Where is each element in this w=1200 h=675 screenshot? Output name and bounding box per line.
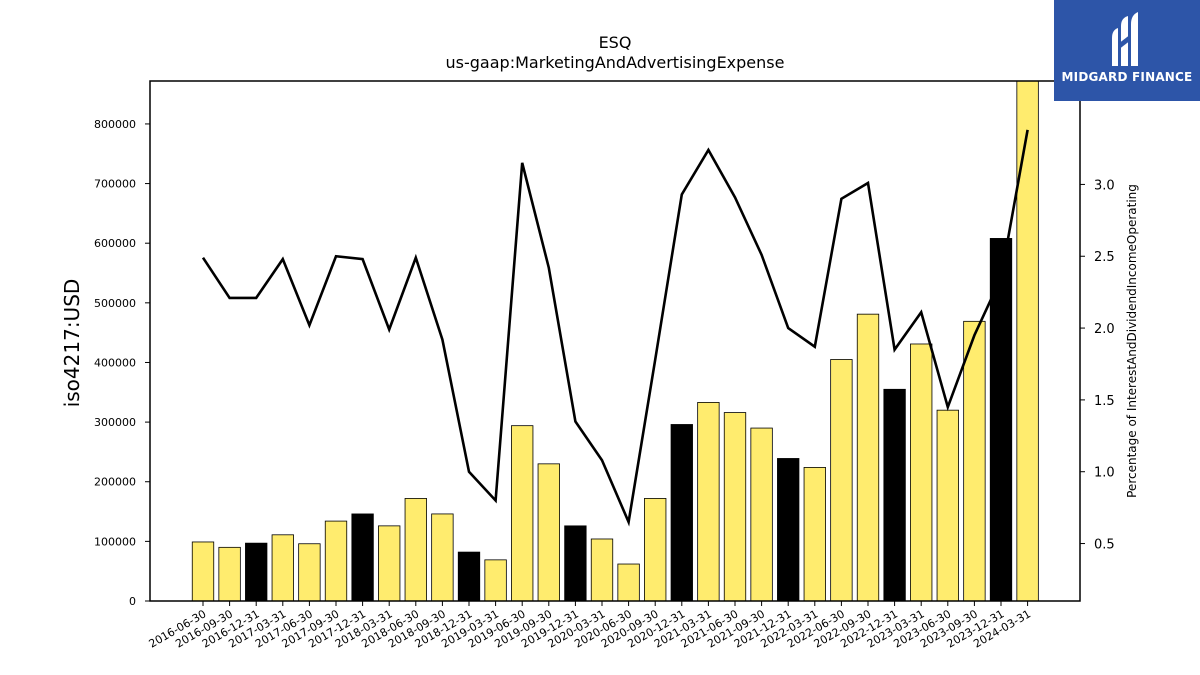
bar-2019-06-30 [511, 425, 534, 602]
y-axis-left: 0 100000 200000 300000 400000 500000 600000 700… [94, 118, 150, 608]
bar-2016-12-31 [245, 542, 268, 602]
bar-2020-12-31 [670, 424, 693, 602]
y-tick-label: 700000 [94, 178, 136, 191]
bar-2016-06-30 [191, 541, 215, 602]
bar-2022-12-31 [883, 388, 906, 602]
bar-2021-03-31 [697, 402, 720, 602]
percentage-line [201, 129, 1029, 527]
bar-2023-06-30 [936, 409, 959, 602]
logo-text: MIDGARD FINANCE [1061, 70, 1193, 84]
bar-2020-06-30 [617, 563, 640, 602]
bar-2019-12-31 [564, 525, 587, 602]
bar-2016-09-30 [218, 546, 241, 602]
y2-tick-label: 3.0 [1094, 178, 1115, 193]
y-tick-label: 300000 [94, 416, 136, 429]
y2-tick-label: 2.5 [1094, 250, 1115, 265]
bar-2017-12-31 [351, 513, 374, 602]
y-tick-label: 100000 [94, 535, 136, 548]
bar-2017-09-30 [324, 520, 348, 602]
bar-2024-03-31 [1016, 80, 1039, 602]
y2-axis-label: Percentage of InterestAndDividendIncomeO… [1125, 184, 1139, 498]
bar-series [191, 80, 1039, 602]
y-tick-label: 200000 [94, 476, 136, 489]
bar-2019-09-30 [537, 463, 560, 602]
bar-2022-03-31 [803, 467, 826, 602]
line-series [201, 129, 1029, 527]
bar-2021-06-30 [723, 412, 747, 602]
bar-2023-09-30 [963, 320, 986, 602]
bar-2021-12-31 [777, 458, 800, 602]
chart-subtitle: us-gaap:MarketingAndAdvertisingExpense [445, 53, 785, 72]
plot-frame [149, 80, 1081, 602]
y-tick-label: 400000 [94, 356, 136, 369]
y2-tick-label: 0.5 [1094, 538, 1115, 553]
y-axis-right: 0.5 1.0 1.5 2.0 2.5 3.0 [1080, 178, 1115, 553]
bar-2020-03-31 [590, 538, 614, 602]
bar-2022-09-30 [856, 313, 880, 602]
bar-2018-09-30 [431, 513, 454, 602]
y-tick-label: 500000 [94, 297, 136, 310]
y2-tick-label: 1.5 [1094, 394, 1115, 409]
bar-2018-12-31 [457, 551, 481, 602]
bar-2023-03-31 [910, 343, 933, 602]
bar-2017-03-31 [271, 534, 294, 602]
bar-2019-03-31 [484, 559, 507, 602]
y-tick-label: 600000 [94, 237, 136, 250]
midgard-logo-icon [1112, 12, 1138, 66]
y-tick-label: 800000 [94, 118, 136, 131]
y2-tick-label: 2.0 [1094, 322, 1115, 337]
bar-2022-06-30 [830, 359, 853, 602]
bar-2020-09-30 [644, 498, 667, 602]
x-axis: 2016-06-302016-09-302016-12-312017-03-31… [147, 601, 1033, 651]
chart-title: ESQ [598, 33, 632, 52]
bar-2018-03-31 [378, 525, 401, 602]
y-tick-label: 0 [129, 595, 136, 608]
bar-2021-09-30 [750, 427, 773, 602]
y2-tick-label: 1.0 [1094, 466, 1115, 481]
bar-2017-06-30 [298, 543, 321, 602]
logo: MIDGARD FINANCE [1054, 0, 1200, 101]
y-axis-label: iso4217:USD [60, 279, 84, 408]
bar-2018-06-30 [404, 498, 427, 602]
